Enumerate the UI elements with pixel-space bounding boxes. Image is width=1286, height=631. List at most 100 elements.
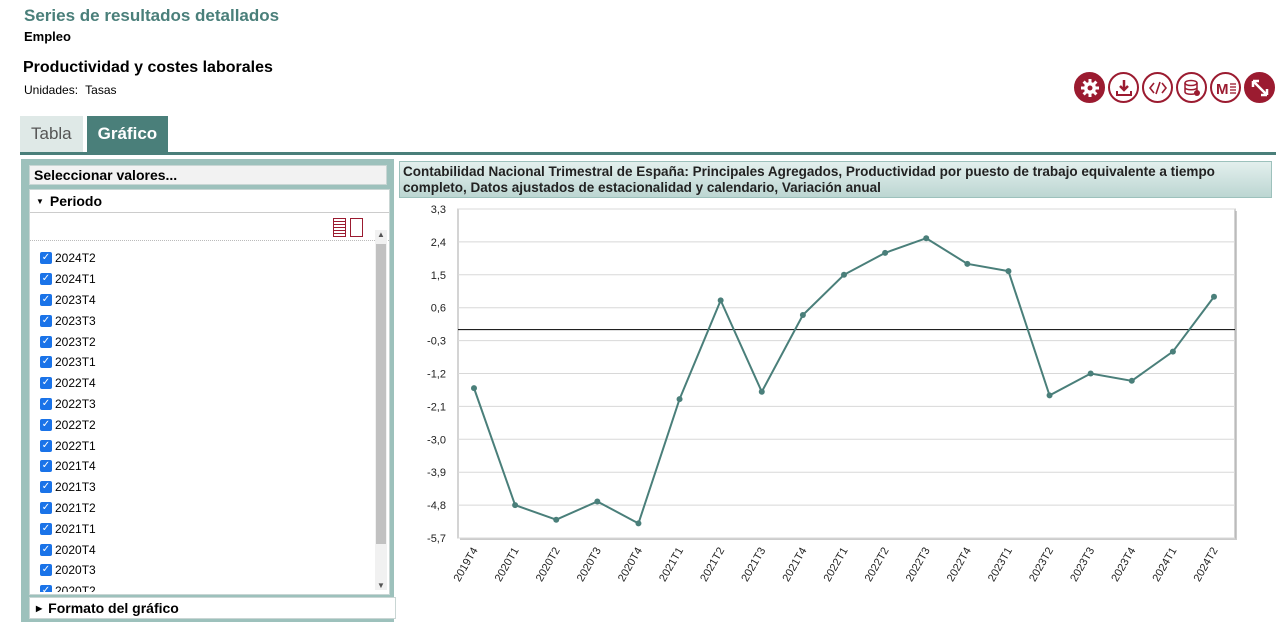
svg-text:M: M bbox=[1216, 81, 1229, 98]
divider bbox=[30, 240, 389, 241]
checkbox-checked-icon[interactable]: ✓ bbox=[40, 564, 52, 577]
tab-grafico[interactable]: Gráfico bbox=[86, 116, 169, 152]
checkbox-checked-icon[interactable]: ✓ bbox=[40, 273, 52, 286]
checkbox-checked-icon[interactable]: ✓ bbox=[40, 439, 52, 452]
checkbox-checked-icon[interactable]: ✓ bbox=[40, 377, 52, 390]
expand-icon[interactable] bbox=[1244, 72, 1275, 103]
periodo-item[interactable]: ✓ 2023T1 bbox=[40, 352, 360, 373]
periodo-item-label: 2023T2 bbox=[55, 334, 96, 349]
periodo-item[interactable]: ✓ 2023T4 bbox=[40, 290, 360, 311]
x-tick-label: 2023T2 bbox=[1027, 546, 1056, 584]
periodo-item[interactable]: ✓ 2022T3 bbox=[40, 394, 360, 415]
checkbox-checked-icon[interactable]: ✓ bbox=[40, 397, 52, 410]
periodo-item[interactable]: ✓ 2024T2 bbox=[40, 248, 360, 269]
periodo-item[interactable]: ✓ 2022T1 bbox=[40, 435, 360, 456]
periodo-header[interactable]: ▼ Periodo bbox=[30, 190, 389, 213]
periodo-item-label: 2020T3 bbox=[55, 563, 96, 578]
download-icon[interactable] bbox=[1108, 72, 1139, 103]
x-tick-label: 2023T1 bbox=[986, 546, 1015, 584]
periodo-item-label: 2021T4 bbox=[55, 459, 96, 474]
data-point bbox=[964, 260, 971, 267]
periodo-item[interactable]: ✓ 2020T3 bbox=[40, 560, 360, 581]
checkbox-checked-icon[interactable]: ✓ bbox=[40, 543, 52, 556]
periodo-item[interactable]: ✓ 2023T2 bbox=[40, 331, 360, 352]
code-icon[interactable] bbox=[1142, 72, 1173, 103]
scroll-thumb[interactable] bbox=[376, 244, 386, 544]
checkbox-checked-icon[interactable]: ✓ bbox=[40, 481, 52, 494]
scrollbar[interactable]: ▲ ▼ bbox=[375, 230, 387, 590]
checkbox-checked-icon[interactable]: ✓ bbox=[40, 252, 52, 265]
periodo-item[interactable]: ✓ 2020T2 bbox=[40, 581, 360, 592]
selector-panel: Seleccionar valores... ▼ Periodo ✓ 2024T2… bbox=[21, 159, 396, 622]
select-all-icon[interactable] bbox=[333, 218, 346, 237]
expand-triangle-icon: ▶ bbox=[36, 603, 43, 613]
formato-header[interactable]: ▶ Formato del gráfico bbox=[29, 597, 396, 619]
y-tick-label: 3,3 bbox=[431, 204, 446, 216]
y-tick-label: -1,2 bbox=[427, 369, 446, 381]
periodo-item[interactable]: ✓ 2022T2 bbox=[40, 414, 360, 435]
periodo-item[interactable]: ✓ 2024T1 bbox=[40, 269, 360, 290]
units-value: Tasas bbox=[85, 83, 117, 97]
periodo-item[interactable]: ✓ 2021T2 bbox=[40, 498, 360, 519]
y-tick-label: -2,1 bbox=[427, 401, 446, 413]
x-tick-label: 2020T4 bbox=[616, 546, 645, 584]
x-tick-label: 2021T4 bbox=[780, 546, 809, 584]
periodo-item[interactable]: ✓ 2023T3 bbox=[40, 310, 360, 331]
checkbox-checked-icon[interactable]: ✓ bbox=[40, 314, 52, 327]
checkbox-checked-icon[interactable]: ✓ bbox=[40, 293, 52, 306]
periodo-item-label: 2023T3 bbox=[55, 313, 96, 328]
data-point bbox=[1046, 392, 1053, 399]
periodo-item-label: 2024T2 bbox=[55, 251, 96, 266]
checkbox-checked-icon[interactable]: ✓ bbox=[40, 501, 52, 514]
x-tick-label: 2022T3 bbox=[904, 546, 933, 584]
gear-icon[interactable] bbox=[1074, 72, 1105, 103]
checkbox-checked-icon[interactable]: ✓ bbox=[40, 522, 52, 535]
units-label: Unidades: bbox=[24, 83, 79, 97]
chart-title: Contabilidad Nacional Trimestral de Espa… bbox=[399, 161, 1272, 198]
scroll-up-icon[interactable]: ▲ bbox=[377, 230, 385, 239]
data-point bbox=[594, 498, 601, 505]
select-none-icon[interactable] bbox=[350, 218, 363, 237]
tab-tabla[interactable]: Tabla bbox=[20, 116, 83, 152]
periodo-list: ✓ 2024T2 ✓ 2024T1 ✓ 2023T4 ✓ 2023T3 ✓ 2023T2 ✓ 2023… bbox=[40, 248, 360, 592]
scroll-down-icon[interactable]: ▼ bbox=[377, 581, 385, 590]
section-label: Empleo bbox=[24, 29, 71, 44]
periodo-item-label: 2024T1 bbox=[55, 272, 96, 287]
metadata-icon[interactable]: M bbox=[1210, 72, 1241, 103]
periodo-item[interactable]: ✓ 2020T4 bbox=[40, 539, 360, 560]
checkbox-checked-icon[interactable]: ✓ bbox=[40, 585, 52, 592]
select-values-header[interactable]: Seleccionar valores... bbox=[29, 165, 387, 185]
x-tick-label: 2023T4 bbox=[1109, 546, 1138, 584]
data-point bbox=[799, 312, 806, 319]
x-tick-label: 2020T3 bbox=[575, 546, 604, 584]
y-tick-label: -0,3 bbox=[427, 336, 446, 348]
periodo-item[interactable]: ✓ 2021T4 bbox=[40, 456, 360, 477]
periodo-item[interactable]: ✓ 2021T1 bbox=[40, 518, 360, 539]
units-line: Unidades: Tasas bbox=[24, 83, 121, 97]
data-point bbox=[1211, 293, 1217, 300]
y-tick-label: 1,5 bbox=[431, 270, 446, 282]
collapse-triangle-icon: ▼ bbox=[36, 196, 44, 206]
tab-bar: Tabla Gráfico bbox=[20, 116, 169, 152]
database-icon[interactable] bbox=[1176, 72, 1207, 103]
checkbox-checked-icon[interactable]: ✓ bbox=[40, 356, 52, 369]
periodo-item-label: 2021T2 bbox=[55, 500, 96, 515]
checkbox-checked-icon[interactable]: ✓ bbox=[40, 335, 52, 348]
x-tick-label: 2022T2 bbox=[863, 546, 892, 584]
y-tick-label: -5,7 bbox=[427, 533, 446, 545]
selection-tools bbox=[333, 218, 363, 237]
x-tick-label: 2022T1 bbox=[822, 546, 851, 584]
data-point bbox=[1005, 268, 1012, 275]
periodo-item-label: 2022T2 bbox=[55, 417, 96, 432]
x-tick-label: 2019T4 bbox=[452, 546, 481, 584]
checkbox-checked-icon[interactable]: ✓ bbox=[40, 460, 52, 473]
periodo-item[interactable]: ✓ 2022T4 bbox=[40, 373, 360, 394]
data-point bbox=[553, 516, 560, 523]
periodo-item-label: 2021T3 bbox=[55, 480, 96, 495]
periodo-item-label: 2022T3 bbox=[55, 396, 96, 411]
checkbox-checked-icon[interactable]: ✓ bbox=[40, 418, 52, 431]
periodo-item-label: 2021T1 bbox=[55, 521, 96, 536]
periodo-item-label: 2020T2 bbox=[55, 584, 96, 592]
periodo-item[interactable]: ✓ 2021T3 bbox=[40, 477, 360, 498]
data-point bbox=[676, 396, 683, 403]
